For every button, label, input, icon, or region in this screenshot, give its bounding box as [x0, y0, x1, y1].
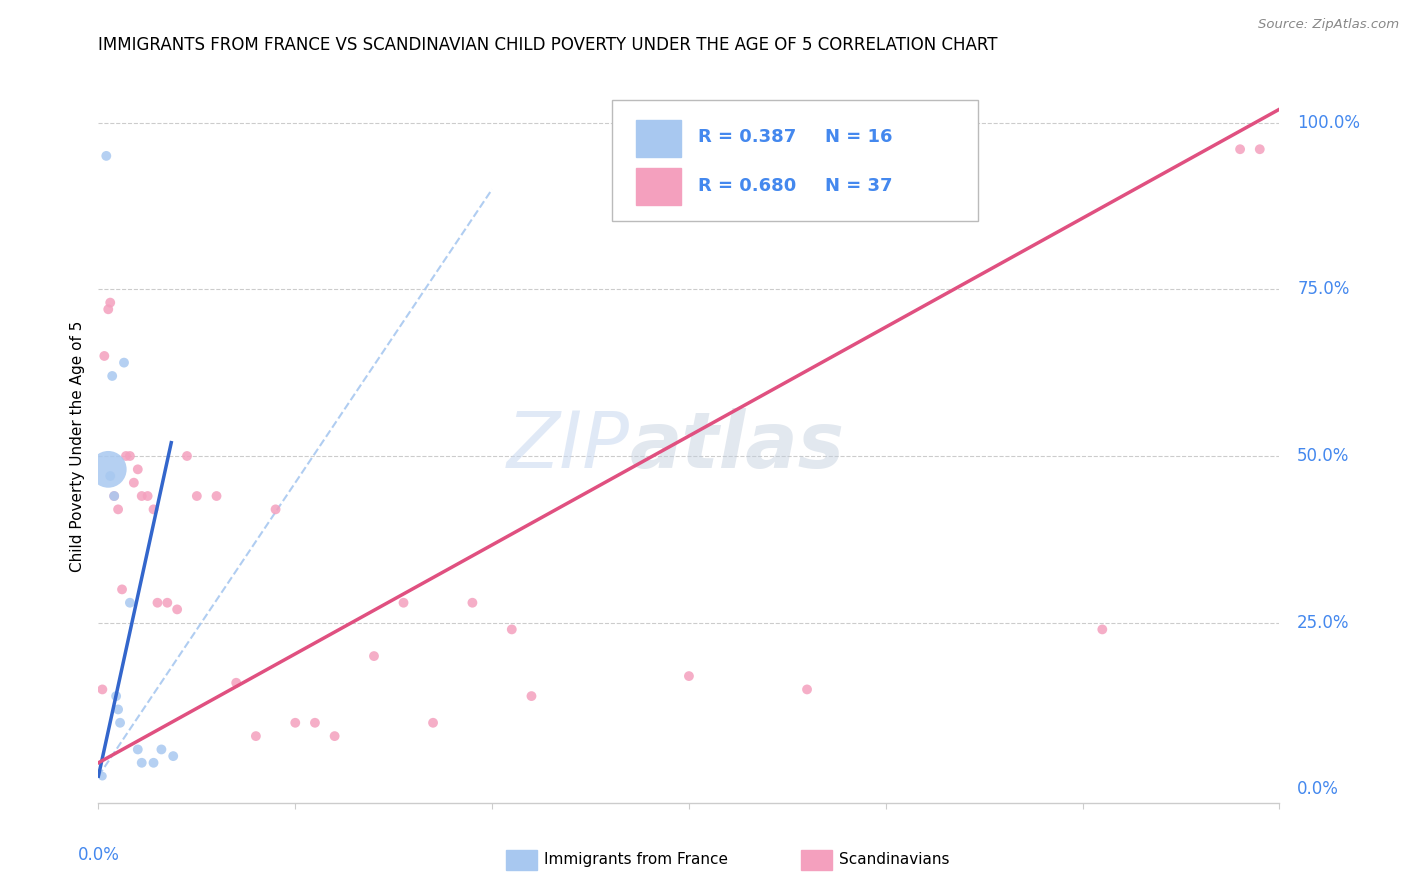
Point: [97, 302, 120, 317]
Point: [323, 729, 346, 743]
Text: 100.0%: 100.0%: [1298, 113, 1360, 131]
Point: [105, 689, 128, 703]
Text: ZIP: ZIP: [508, 408, 630, 484]
Text: Scandinavians: Scandinavians: [839, 853, 950, 867]
Text: R = 0.387: R = 0.387: [699, 128, 797, 146]
Point: [98, 295, 121, 310]
Point: [225, 675, 247, 690]
Point: [93, 349, 115, 363]
Text: 25.0%: 25.0%: [1298, 614, 1350, 632]
Point: [245, 729, 267, 743]
Point: [122, 475, 145, 490]
FancyBboxPatch shape: [612, 100, 979, 221]
Point: [1091, 623, 1114, 637]
Text: 0.0%: 0.0%: [77, 846, 120, 863]
Point: [131, 756, 153, 770]
Point: [205, 489, 228, 503]
Point: [136, 489, 159, 503]
Text: N = 37: N = 37: [825, 178, 893, 195]
Point: [520, 689, 543, 703]
Text: 75.0%: 75.0%: [1298, 280, 1350, 298]
Point: [304, 715, 326, 730]
Point: [796, 682, 818, 697]
Point: [115, 449, 138, 463]
Point: [131, 489, 153, 503]
Text: 0.0%: 0.0%: [1298, 780, 1339, 798]
Point: [103, 489, 125, 503]
Point: [166, 602, 188, 616]
Text: Source: ZipAtlas.com: Source: ZipAtlas.com: [1258, 18, 1399, 31]
Point: [1249, 142, 1271, 156]
Point: [118, 596, 141, 610]
Point: [98, 469, 121, 483]
Point: [284, 715, 307, 730]
FancyBboxPatch shape: [636, 168, 681, 205]
Point: [678, 669, 700, 683]
Text: IMMIGRANTS FROM FRANCE VS SCANDINAVIAN CHILD POVERTY UNDER THE AGE OF 5 CORRELAT: IMMIGRANTS FROM FRANCE VS SCANDINAVIAN C…: [98, 36, 998, 54]
Point: [107, 702, 129, 716]
Point: [91, 682, 114, 697]
Point: [162, 749, 184, 764]
Y-axis label: Child Poverty Under the Age of 5: Child Poverty Under the Age of 5: [70, 320, 86, 572]
Point: [363, 649, 385, 664]
Point: [103, 489, 125, 503]
Point: [156, 596, 179, 610]
Point: [127, 742, 149, 756]
Point: [107, 502, 129, 516]
FancyBboxPatch shape: [636, 120, 681, 157]
Point: [142, 756, 165, 770]
Point: [264, 502, 287, 516]
Text: Immigrants from France: Immigrants from France: [544, 853, 728, 867]
Point: [142, 502, 165, 516]
Point: [186, 489, 208, 503]
Point: [150, 742, 173, 756]
Point: [501, 623, 523, 637]
Point: [176, 449, 198, 463]
Text: R = 0.680: R = 0.680: [699, 178, 797, 195]
Point: [108, 715, 131, 730]
Point: [118, 449, 141, 463]
Text: atlas: atlas: [630, 408, 845, 484]
Point: [392, 596, 415, 610]
Point: [91, 769, 114, 783]
Point: [111, 582, 134, 597]
Text: 50.0%: 50.0%: [1298, 447, 1350, 465]
Point: [127, 462, 149, 476]
Point: [461, 596, 484, 610]
Text: N = 16: N = 16: [825, 128, 893, 146]
Point: [97, 462, 120, 476]
Point: [146, 596, 169, 610]
Point: [101, 368, 124, 383]
Point: [96, 149, 118, 163]
Point: [112, 356, 135, 370]
Point: [1229, 142, 1251, 156]
Point: [422, 715, 444, 730]
